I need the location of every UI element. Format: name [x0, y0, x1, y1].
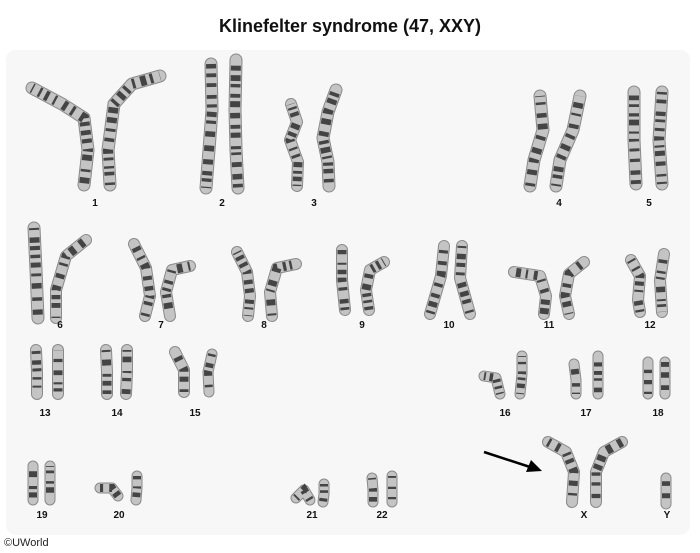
- chromosome-label-y: Y: [664, 510, 671, 521]
- chromosome-label-16: 16: [499, 408, 511, 419]
- chromatid: [523, 89, 550, 193]
- chromosome-label-14: 14: [111, 408, 123, 419]
- chromosome-18: [642, 356, 671, 400]
- chromatid: [336, 244, 351, 316]
- chromatid: [652, 85, 669, 191]
- chromosome-4: [523, 89, 587, 193]
- chromatid: [50, 234, 92, 324]
- chromatid: [316, 83, 343, 193]
- chromatid: [514, 350, 528, 400]
- chromatid: [549, 89, 587, 193]
- chromosome-label-4: 4: [556, 198, 562, 209]
- copyright-notice: ©UWorld: [4, 537, 49, 549]
- chromosome-label-13: 13: [39, 408, 51, 419]
- chromosome-label-6: 6: [57, 320, 63, 331]
- chromatid: [264, 258, 302, 322]
- chromosome-label-22: 22: [376, 510, 388, 521]
- chromosome-11: [508, 256, 590, 320]
- chromatid: [317, 478, 330, 508]
- chromosome-12: [625, 248, 670, 318]
- chromatid: [101, 69, 167, 192]
- chromosome-15: [169, 346, 218, 398]
- chromatid: [120, 344, 133, 400]
- chromosome-label-3: 3: [311, 198, 317, 209]
- chromatid: [290, 483, 316, 506]
- chromosome-8: [231, 246, 302, 322]
- chromosome-label-19: 19: [36, 510, 48, 521]
- chromosome-label-15: 15: [189, 408, 201, 419]
- chromatid: [100, 344, 113, 400]
- chromosome-label-17: 17: [580, 408, 592, 419]
- chromosome-10: [424, 240, 476, 320]
- chromosome-17: [568, 350, 604, 400]
- chromosome-label-8: 8: [261, 320, 267, 331]
- arrow-icon: [483, 450, 542, 472]
- chromatid: [508, 266, 552, 320]
- chromosome-label-9: 9: [359, 320, 365, 331]
- chromatid: [559, 256, 590, 320]
- chromatid: [568, 358, 582, 400]
- chromatid: [130, 470, 143, 506]
- chromatid: [424, 240, 450, 320]
- chromatid: [654, 248, 670, 318]
- chromatid: [25, 81, 95, 192]
- chromosome-3: [284, 83, 343, 193]
- chromosome-label-21: 21: [306, 510, 318, 521]
- chromosome-13: [30, 344, 64, 400]
- chromatid: [169, 346, 190, 398]
- chromatid: [627, 85, 643, 191]
- chromosome-1: [25, 69, 167, 192]
- chromosome-9: [336, 244, 390, 316]
- chromatid: [202, 348, 218, 398]
- figure-title: Klinefelter syndrome (47, XXY): [218, 16, 482, 36]
- chromatid: [360, 256, 390, 316]
- chromatid: [30, 344, 43, 400]
- chromosome-label-20: 20: [113, 510, 125, 521]
- chromosome-14: [100, 344, 133, 400]
- chromatid: [454, 240, 476, 320]
- chromosome-22: [366, 470, 398, 508]
- chromatid: [625, 254, 646, 318]
- chromosome-label-18: 18: [652, 408, 664, 419]
- chromosome-label-12: 12: [644, 320, 656, 331]
- chromosome-label-2: 2: [219, 198, 225, 209]
- chromosome-21: [290, 478, 330, 508]
- chromosome-label-7: 7: [158, 320, 164, 331]
- chromatid: [478, 370, 506, 400]
- chromosome-label-5: 5: [646, 198, 652, 209]
- chromatid: [94, 482, 124, 502]
- chromosome-2: [199, 53, 245, 195]
- chromosome-6: [27, 221, 92, 325]
- chromosome-x: [542, 436, 628, 508]
- chromosome-7: [128, 238, 196, 322]
- chromatid: [590, 436, 628, 508]
- chromatid: [128, 238, 156, 322]
- chromosome-label-x: X: [581, 510, 588, 521]
- chromosome-5: [627, 85, 669, 191]
- chromosome-label-10: 10: [443, 320, 455, 331]
- chromosome-19: [27, 460, 56, 506]
- chromatid: [231, 246, 256, 322]
- chromosome-label-1: 1: [92, 198, 98, 209]
- chromatid: [542, 436, 580, 508]
- chromatid: [199, 57, 219, 195]
- chromatid: [366, 472, 379, 508]
- chromosome-20: [94, 470, 143, 506]
- chromatid: [27, 221, 45, 325]
- chromatid: [160, 260, 196, 322]
- chromosome-label-11: 11: [544, 320, 555, 331]
- chromosome-16: [478, 350, 528, 400]
- chromatid: [228, 53, 245, 195]
- chromatid: [284, 98, 304, 192]
